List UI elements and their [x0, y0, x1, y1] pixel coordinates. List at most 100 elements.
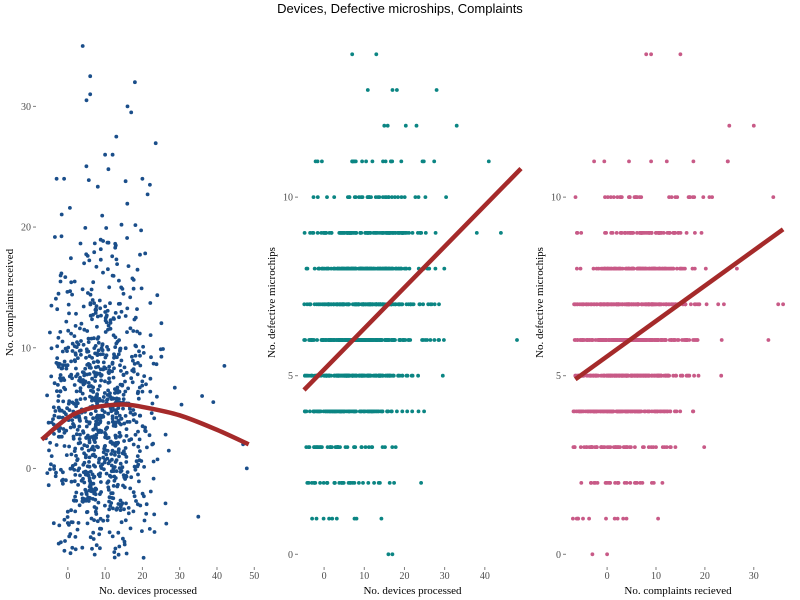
data-point: [119, 309, 124, 314]
data-point: [366, 373, 370, 378]
data-point: [83, 396, 87, 401]
data-point: [56, 541, 61, 546]
data-point: [72, 279, 77, 284]
data-point: [118, 363, 122, 368]
data-point: [125, 236, 129, 240]
data-point: [137, 331, 142, 336]
data-point: [428, 338, 433, 342]
data-point: [244, 466, 249, 471]
data-point: [98, 306, 103, 311]
data-point: [606, 266, 610, 271]
data-point: [138, 363, 143, 368]
data-point: [668, 266, 673, 271]
data-point: [70, 376, 74, 381]
data-point: [659, 409, 664, 414]
data-point: [410, 409, 415, 414]
data-point: [104, 471, 109, 476]
data-point: [346, 481, 351, 485]
data-point: [346, 302, 351, 307]
data-point: [665, 231, 670, 235]
data-point: [326, 338, 331, 342]
data-point: [338, 338, 342, 342]
data-point: [376, 409, 381, 414]
data-point: [87, 455, 92, 460]
data-point: [123, 477, 127, 481]
data-point: [351, 159, 356, 164]
data-point: [78, 326, 82, 331]
data-point: [599, 338, 603, 342]
data-point: [110, 496, 114, 500]
data-point: [74, 398, 79, 403]
x-tick-label: 30: [440, 571, 450, 582]
data-point: [120, 287, 125, 291]
data-point: [651, 481, 656, 485]
data-point: [390, 266, 395, 271]
data-point: [86, 384, 91, 389]
data-point: [123, 518, 128, 523]
data-point: [76, 521, 81, 525]
data-point: [137, 349, 141, 354]
x-tick-label: 0: [605, 571, 610, 582]
data-point: [88, 535, 93, 540]
data-point: [77, 437, 82, 441]
data-point: [442, 338, 446, 342]
data-point: [84, 424, 89, 429]
data-point: [69, 452, 74, 457]
data-point: [396, 195, 400, 200]
data-point: [72, 449, 77, 453]
data-point: [138, 449, 142, 453]
data-point: [687, 338, 692, 342]
data-point: [109, 439, 113, 444]
data-point: [122, 507, 126, 512]
data-point: [82, 451, 86, 456]
data-point: [140, 176, 145, 181]
data-point: [58, 279, 63, 284]
data-point: [111, 506, 115, 511]
data-point: [75, 401, 80, 406]
data-point: [399, 159, 404, 164]
data-point: [383, 159, 388, 164]
data-point: [116, 502, 121, 506]
data-point: [414, 123, 419, 128]
data-point: [55, 389, 59, 393]
data-point: [642, 338, 647, 342]
data-point: [83, 472, 88, 477]
data-point: [110, 416, 115, 421]
data-point: [635, 231, 639, 235]
data-point: [129, 475, 134, 480]
data-point: [100, 408, 105, 413]
data-point: [91, 385, 95, 390]
data-point: [143, 425, 148, 430]
data-point: [95, 184, 100, 189]
data-point: [668, 409, 673, 414]
data-point: [88, 469, 93, 474]
data-point: [327, 373, 331, 378]
data-point: [143, 251, 148, 256]
data-point: [63, 387, 68, 392]
data-point: [620, 266, 625, 271]
data-point: [110, 273, 115, 278]
data-point: [589, 481, 593, 485]
data-point: [649, 159, 653, 164]
data-point: [92, 448, 97, 452]
data-point: [399, 231, 404, 235]
data-point: [124, 434, 129, 438]
data-point: [49, 462, 53, 467]
data-point: [113, 387, 117, 391]
data-point: [94, 512, 99, 516]
data-point: [123, 346, 128, 351]
data-point: [390, 195, 394, 200]
data-point: [663, 338, 668, 342]
data-point: [65, 363, 70, 368]
data-point: [86, 336, 91, 341]
data-point: [57, 415, 62, 420]
data-point: [594, 266, 599, 271]
data-point: [397, 338, 402, 342]
data-point: [54, 361, 59, 365]
data-point: [125, 330, 129, 334]
data-point: [130, 276, 135, 281]
data-point: [133, 223, 138, 228]
data-point: [305, 302, 309, 307]
data-point: [53, 474, 58, 479]
data-point: [96, 340, 101, 345]
